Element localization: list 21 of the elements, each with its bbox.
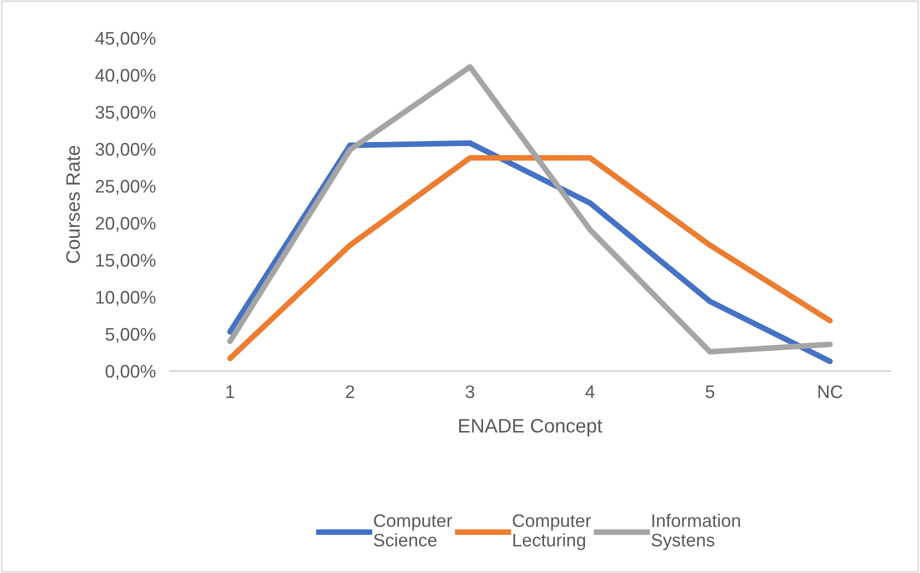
legend-label: Computer Science (374, 514, 452, 546)
x-tick-label: 2 (346, 385, 354, 398)
y-axis-title: Courses Rate (66, 146, 80, 263)
y-tick-label: 15,00% (96, 254, 156, 269)
y-tick-label: 25,00% (96, 180, 156, 195)
y-tick-label: 5,00% (106, 328, 156, 343)
y-tick-label: 0,00% (106, 364, 156, 380)
legend-label: Information Systens (652, 514, 740, 550)
y-tick-label: 10,00% (96, 290, 156, 306)
legend-label: Computer Lecturing (512, 514, 591, 550)
x-tick-label: NC (818, 385, 842, 398)
x-tick-label: 1 (226, 386, 234, 398)
x-tick-label: 5 (706, 386, 714, 398)
y-tick-label: 30,00% (96, 142, 156, 158)
x-axis-title: ENADE Concept (459, 418, 602, 437)
x-tick-label: 3 (466, 385, 474, 398)
y-tick-label: 35,00% (96, 106, 156, 121)
y-tick-label: 20,00% (96, 216, 156, 232)
y-tick-label: 45,00% (95, 32, 156, 47)
x-tick-label: 4 (585, 386, 594, 398)
y-tick-label: 40,00% (95, 68, 156, 84)
